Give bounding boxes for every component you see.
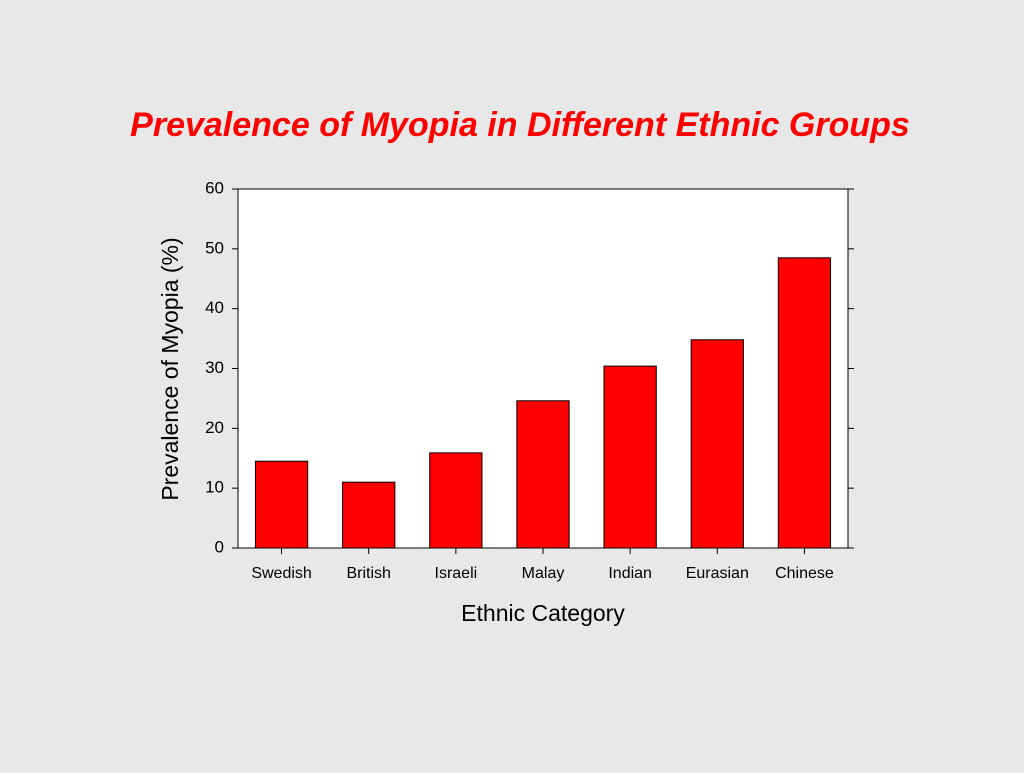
y-tick-label: 0 bbox=[215, 537, 224, 556]
bar bbox=[429, 452, 483, 549]
y-tick-label: 30 bbox=[205, 358, 224, 377]
chart-title: Prevalence of Myopia in Different Ethnic… bbox=[130, 106, 910, 144]
x-tick-label: Swedish bbox=[251, 565, 311, 582]
x-tick-label: Chinese bbox=[775, 565, 834, 582]
x-tick-label: Malay bbox=[522, 565, 565, 582]
bar bbox=[342, 481, 396, 549]
x-tick-label: Eurasian bbox=[686, 565, 749, 582]
x-tick-label: Israeli bbox=[435, 565, 478, 582]
x-axis-label: Ethnic Category bbox=[461, 600, 625, 626]
bar bbox=[690, 339, 744, 549]
y-tick-label: 50 bbox=[205, 238, 224, 257]
x-tick-label: Indian bbox=[608, 565, 652, 582]
bar bbox=[603, 365, 657, 549]
y-tick-label: 60 bbox=[205, 178, 224, 197]
bar bbox=[254, 460, 309, 549]
bar bbox=[777, 257, 832, 549]
x-tick-label: British bbox=[346, 565, 390, 582]
bar bbox=[516, 400, 570, 549]
y-axis-label: Prevalence of Myopia (%) bbox=[157, 237, 183, 500]
y-tick-label: 10 bbox=[205, 478, 224, 497]
y-tick-label: 20 bbox=[205, 418, 224, 437]
y-tick-label: 40 bbox=[205, 298, 224, 317]
